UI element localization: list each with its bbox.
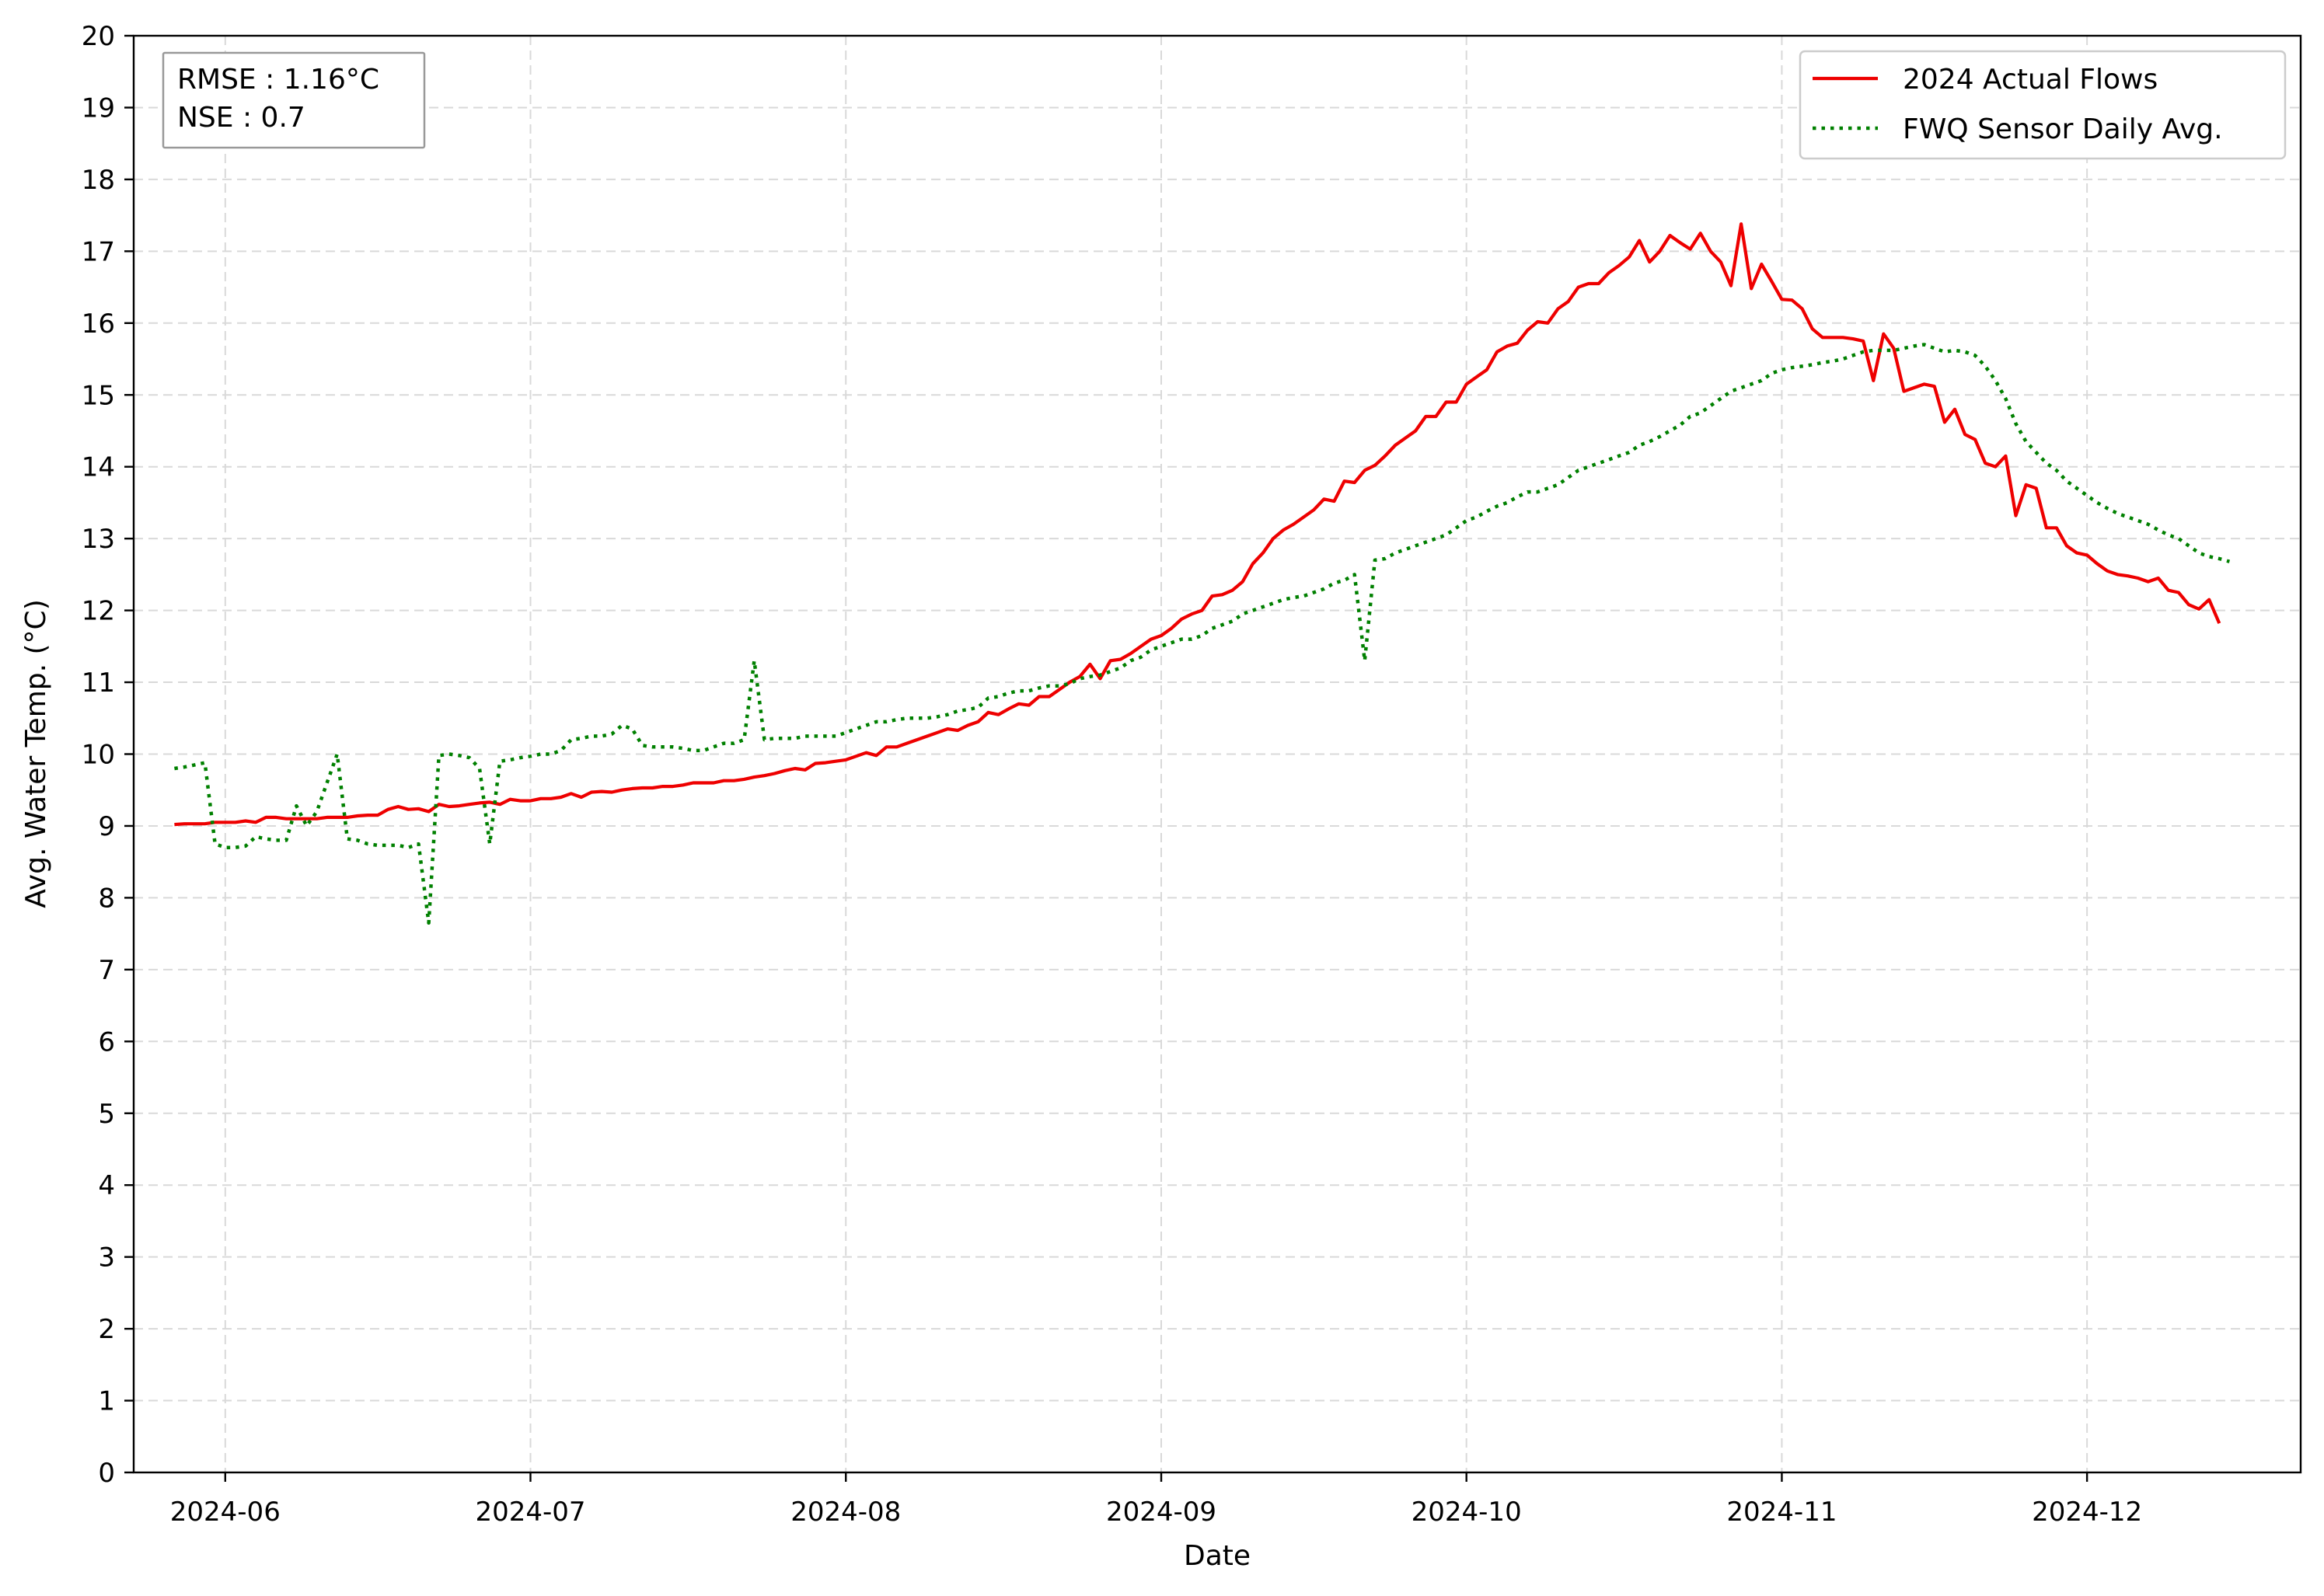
stats-box-frame (162, 51, 426, 149)
stats-box: RMSE : 1.16°C NSE : 0.7 (162, 51, 426, 149)
y-tick-label: 13 (82, 524, 115, 555)
y-tick-label: 10 (82, 740, 115, 771)
y-tick-label: 19 (82, 92, 115, 124)
legend-label-actual-flows: 2024 Actual Flows (1903, 64, 2158, 96)
y-tick-label: 14 (82, 452, 115, 483)
y-tick-label: 11 (82, 667, 115, 699)
y-tick-label: 12 (82, 596, 115, 627)
nse-text: NSE : 0.7 (177, 102, 305, 134)
y-tick-label: 0 (98, 1458, 115, 1489)
legend: 2024 Actual Flows FWQ Sensor Daily Avg. (1799, 50, 2287, 160)
y-axis-title: Avg. Water Temp. (°C) (20, 599, 52, 908)
series-line-actual-flows (174, 222, 2221, 827)
legend-frame (1799, 50, 2287, 160)
y-tick-label: 9 (98, 811, 115, 842)
x-tick-label: 2024-07 (475, 1497, 585, 1528)
y-tick-label: 16 (82, 308, 115, 340)
y-tick-label: 2 (98, 1314, 115, 1345)
y-tick-label: 1 (98, 1386, 115, 1417)
y-tick-label: 3 (98, 1242, 115, 1274)
x-tick-label: 2024-12 (2032, 1497, 2142, 1528)
y-tick-label: 20 (82, 21, 115, 52)
legend-label-sensor-daily-avg: FWQ Sensor Daily Avg. (1903, 113, 2223, 145)
series-lines (174, 222, 2231, 925)
y-tick-label: 18 (82, 165, 115, 196)
x-tick-label: 2024-06 (170, 1497, 281, 1528)
x-tick-label: 2024-11 (1726, 1497, 1837, 1528)
y-tick-label: 15 (82, 380, 115, 411)
x-tick-label: 2024-10 (1411, 1497, 1522, 1528)
x-tick-label: 2024-09 (1106, 1497, 1216, 1528)
y-tick-label: 5 (98, 1099, 115, 1130)
y-tick-label: 4 (98, 1170, 115, 1201)
rmse-text: RMSE : 1.16°C (177, 64, 379, 96)
y-tick-label: 6 (98, 1026, 115, 1058)
y-tick-label: 17 (82, 236, 115, 267)
y-tick-label: 8 (98, 883, 115, 914)
x-tick-label: 2024-08 (790, 1497, 901, 1528)
y-tick-label: 7 (98, 955, 115, 986)
x-axis-title: Date (1184, 1540, 1251, 1572)
